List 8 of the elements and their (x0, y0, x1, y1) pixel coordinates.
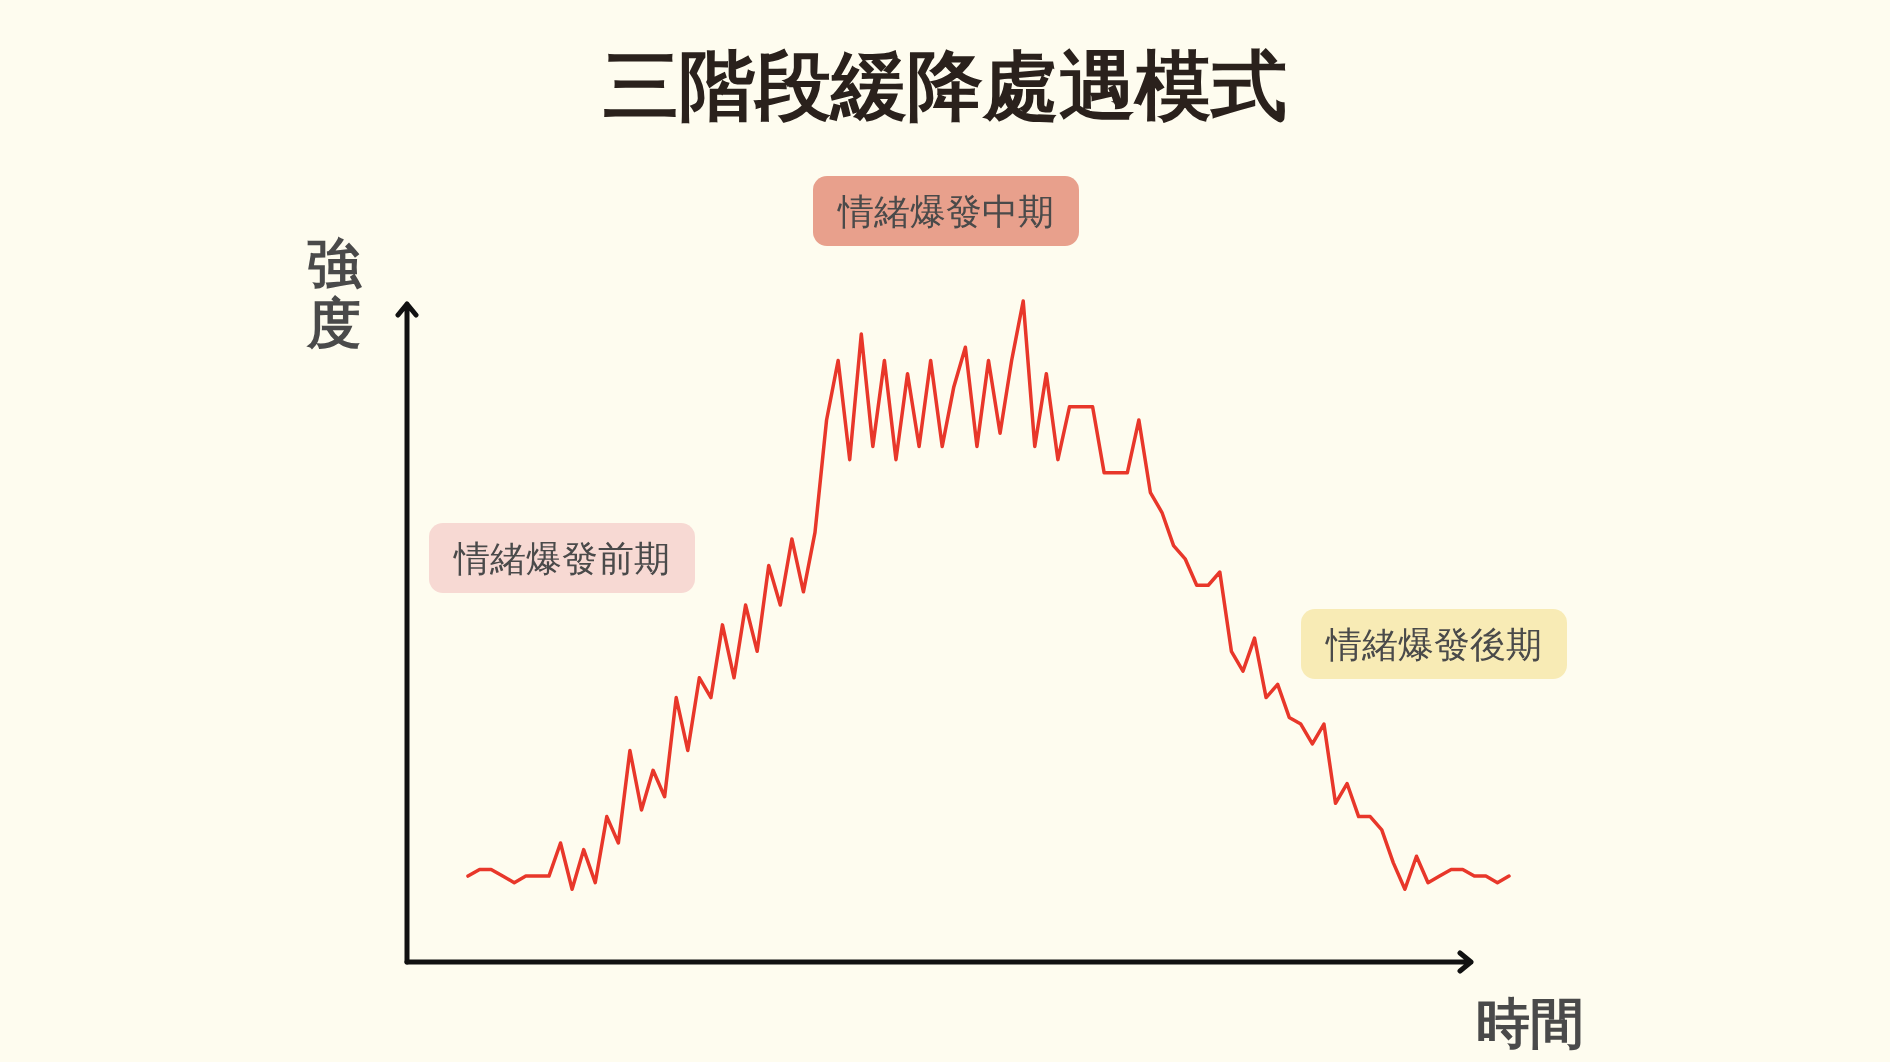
y-axis-title: 強度 (306, 232, 362, 355)
chart-title: 三階段緩降處遇模式 (603, 41, 1287, 130)
annotation: 情緒爆發後期 (1301, 609, 1567, 679)
x-axis-title: 時間 (1476, 992, 1584, 1055)
annotation: 情緒爆發前期 (453, 538, 670, 579)
annotation: 情緒爆發前期 (429, 523, 695, 593)
annotation: 情緒爆發後期 (1325, 624, 1542, 665)
annotation: 情緒爆發中期 (813, 176, 1079, 246)
